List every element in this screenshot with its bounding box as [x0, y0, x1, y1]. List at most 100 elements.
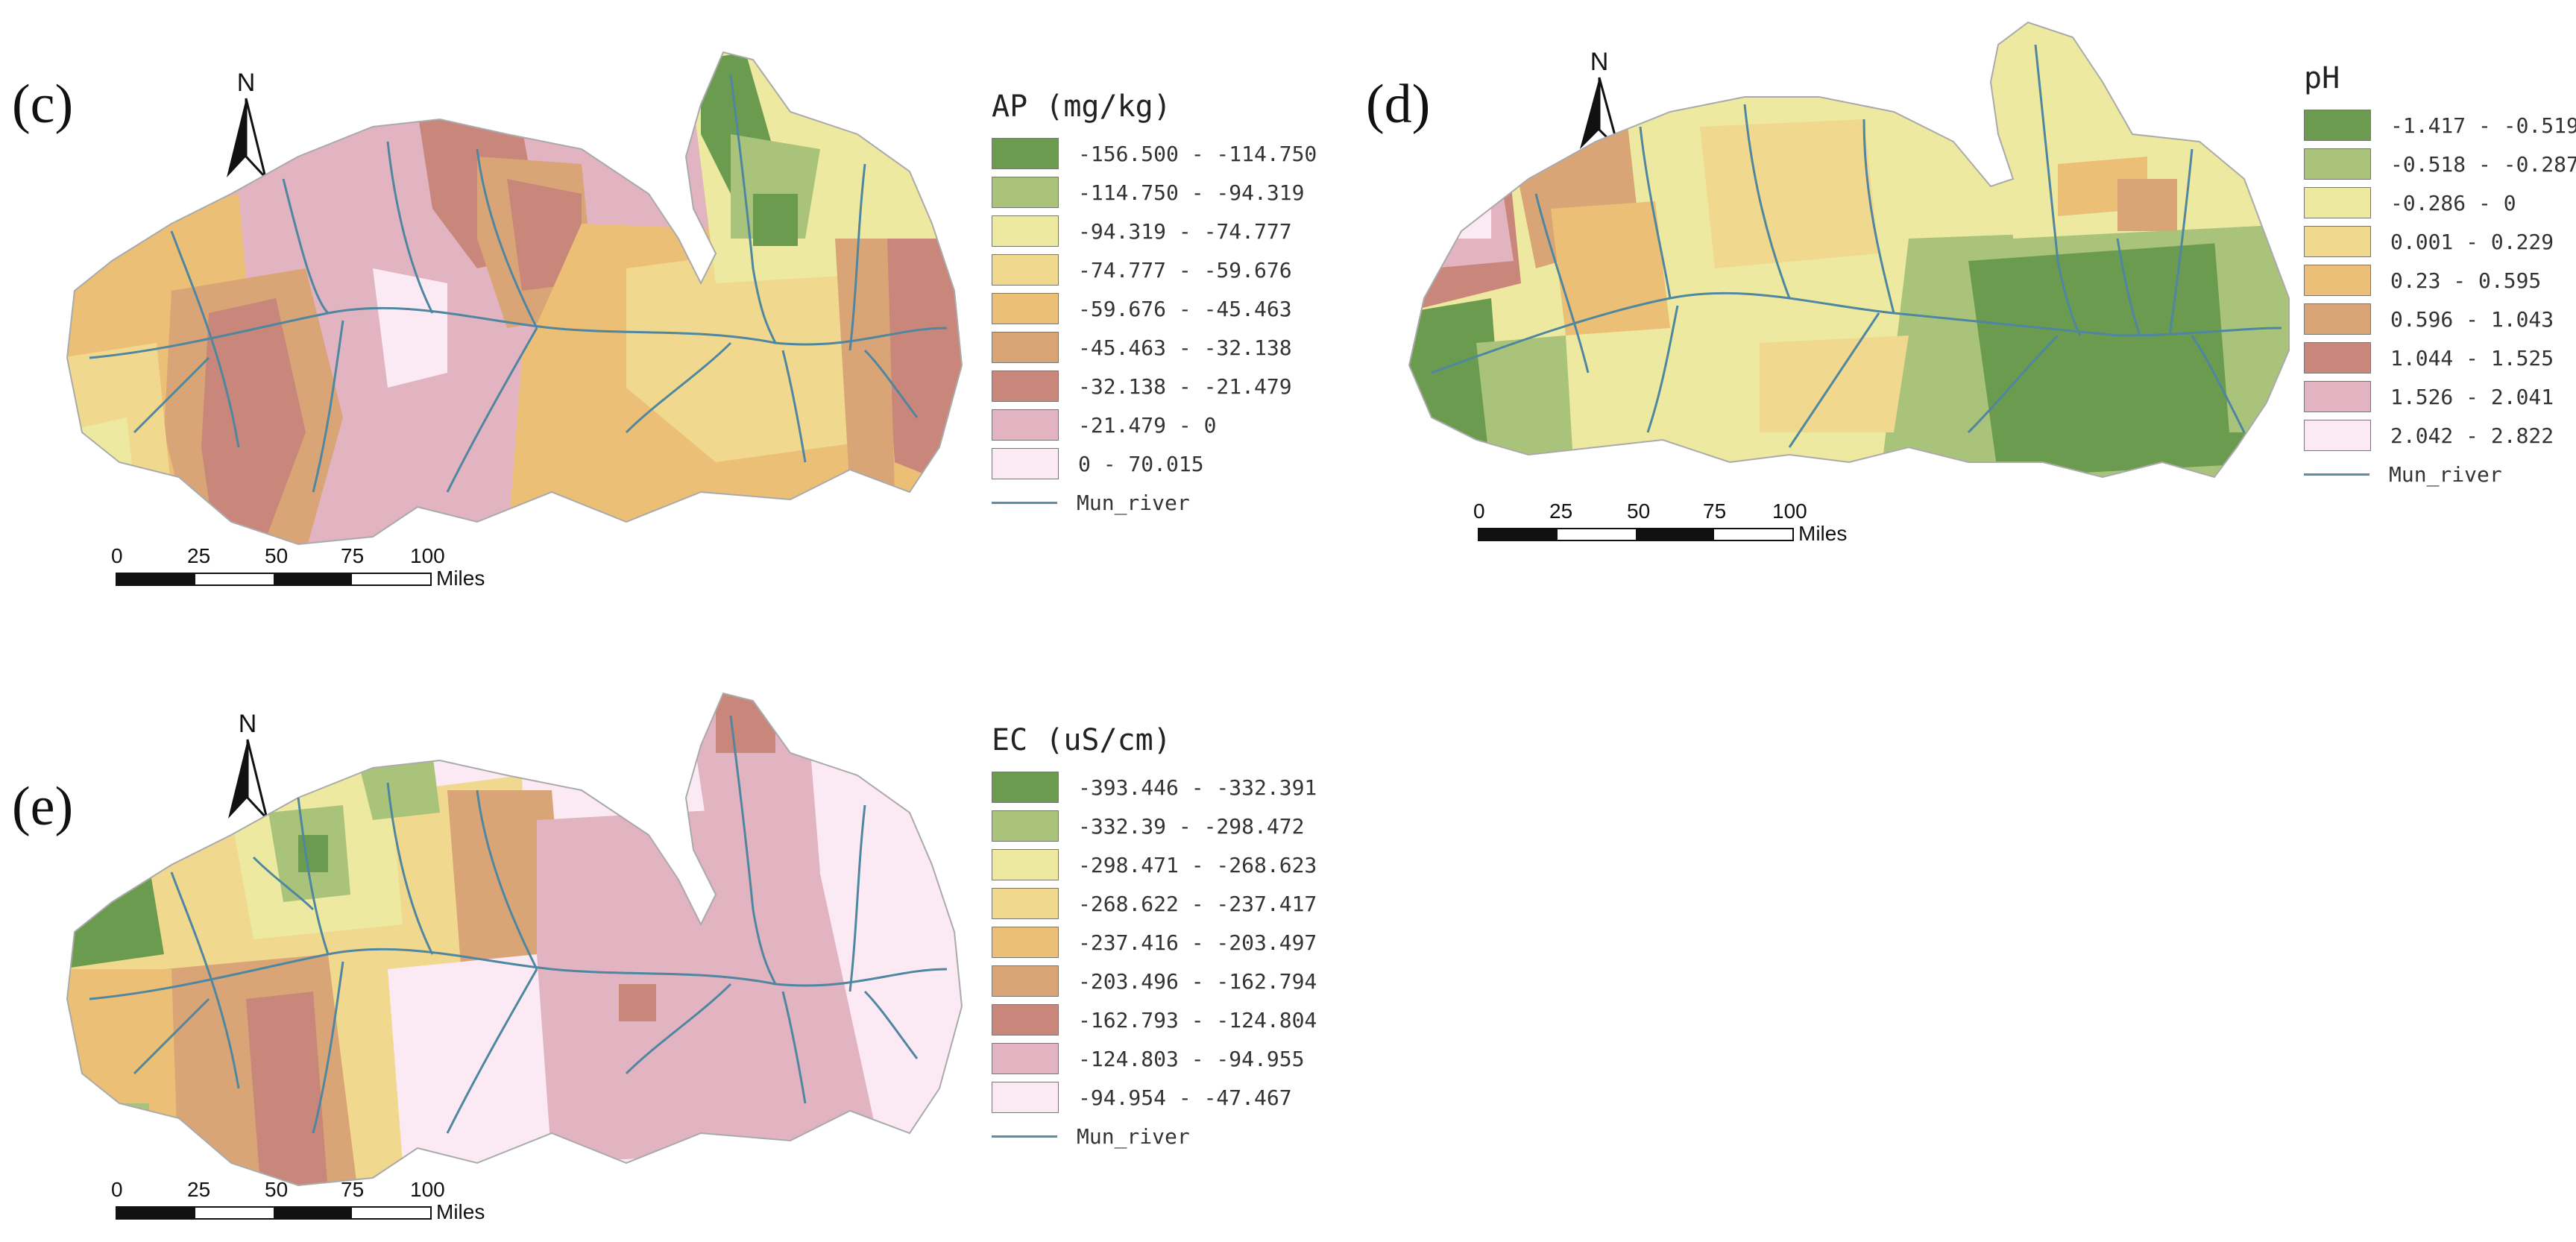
scale-tick: 50 [265, 1178, 289, 1201]
ap-map [66, 51, 963, 546]
legend-item: -268.622 - -237.417 [992, 884, 1317, 923]
legend-label: 0.001 - 0.229 [2390, 229, 2554, 254]
ph-map [1408, 21, 2290, 479]
legend-item: -0.286 - 0 [2304, 183, 2576, 222]
legend-item: -393.446 - -332.391 [992, 768, 1317, 807]
scale-tick: 25 [1549, 499, 1573, 523]
legend-item: -156.500 - -114.750 [992, 134, 1317, 173]
legend-swatch [2304, 148, 2371, 180]
legend-label: 0.596 - 1.043 [2390, 306, 2554, 332]
river-line-icon [2304, 473, 2369, 476]
legend-item: -298.471 - -268.623 [992, 845, 1317, 884]
legend-item: -45.463 - -32.138 [992, 328, 1317, 367]
legend-swatch [992, 1004, 1059, 1035]
legend-item: -237.416 - -203.497 [992, 923, 1317, 962]
river-network [89, 715, 948, 1134]
legend-label: -1.417 - -0.519 [2390, 113, 2576, 138]
legend-title: EC (uS/cm) [992, 723, 1171, 757]
panel-label: (d) [1366, 74, 1431, 135]
legend-item: -59.676 - -45.463 [992, 289, 1317, 328]
legend-label: -94.319 - -74.777 [1078, 218, 1292, 244]
legend-swatch [2304, 381, 2371, 412]
legend-label: 0 - 70.015 [1078, 451, 1204, 476]
legend-label: -74.777 - -59.676 [1078, 257, 1292, 283]
legend-label: 1.044 - 1.525 [2390, 345, 2554, 371]
legend-swatch [2304, 187, 2371, 218]
panel-label: (e) [12, 776, 74, 837]
scale-tick: 50 [1627, 499, 1651, 523]
legend-label: 2.042 - 2.822 [2390, 423, 2554, 448]
legend-swatch [2304, 110, 2371, 141]
legend-item: -94.319 - -74.777 [992, 212, 1317, 250]
legend-item: -332.39 - -298.472 [992, 807, 1317, 845]
legend-label: -156.500 - -114.750 [1078, 141, 1317, 166]
legend-swatch [992, 332, 1059, 363]
scale-tick: 100 [410, 1178, 445, 1201]
legend-item: -124.803 - -94.955 [992, 1039, 1317, 1078]
legend-item: 0.001 - 0.229 [2304, 222, 2576, 261]
scale-tick: 0 [111, 1178, 123, 1201]
scale-tick: 75 [341, 1178, 365, 1201]
scale-tick: 0 [111, 544, 123, 567]
scale-bar: 0 25 50 75 100 Miles [111, 544, 533, 604]
north-label: N [1590, 48, 1609, 76]
panel-d: (d) N [1342, 0, 2576, 619]
scale-tick: 100 [410, 544, 445, 567]
legend-swatch [992, 448, 1059, 479]
legend-swatch [992, 1043, 1059, 1074]
legend-swatch [992, 927, 1059, 958]
legend-title: AP (mg/kg) [992, 89, 1171, 124]
legend-swatch [992, 138, 1059, 169]
legend-label: -298.471 - -268.623 [1078, 852, 1317, 877]
legend-swatch [992, 965, 1059, 997]
legend-label: -59.676 - -45.463 [1078, 296, 1292, 321]
legend-swatch [992, 810, 1059, 842]
scale-tick: 75 [341, 544, 365, 567]
legend-item: 1.526 - 2.041 [2304, 377, 2576, 416]
legend-label: -0.286 - 0 [2390, 190, 2516, 215]
river-line-icon [992, 501, 1057, 504]
scale-unit: Miles [1798, 522, 1848, 545]
legend-swatch [992, 409, 1059, 441]
north-arrow-icon: N [228, 710, 269, 823]
legend-label: -94.954 - -47.467 [1078, 1085, 1292, 1110]
legend: AP (mg/kg) -156.500 - -114.750 -114.750 … [992, 89, 1317, 522]
legend-label: -114.750 - -94.319 [1078, 180, 1305, 205]
legend-item: -32.138 - -21.479 [992, 367, 1317, 406]
scale-tick: 100 [1772, 499, 1807, 523]
legend-item: -114.750 - -94.319 [992, 173, 1317, 212]
legend-item: 0.596 - 1.043 [2304, 300, 2576, 338]
legend-label: -45.463 - -32.138 [1078, 335, 1292, 360]
legend-item: 2.042 - 2.822 [2304, 416, 2576, 455]
legend-item-river: Mun_river [992, 483, 1317, 522]
legend-label: Mun_river [2389, 461, 2502, 487]
legend-label: -237.416 - -203.497 [1078, 930, 1317, 955]
north-arrow-icon: N [227, 69, 268, 182]
legend-label: 1.526 - 2.041 [2390, 384, 2554, 409]
legend-swatch [992, 371, 1059, 402]
legend-label: -203.496 - -162.794 [1078, 968, 1317, 994]
river-line-icon [992, 1135, 1057, 1138]
legend-swatch [992, 849, 1059, 880]
legend-swatch [992, 177, 1059, 208]
legend-item: -1.417 - -0.519 [2304, 106, 2576, 145]
legend-item-river: Mun_river [2304, 455, 2576, 494]
legend: pH -1.417 - -0.519 -0.518 - -0.287 -0.28… [2304, 61, 2576, 494]
legend: EC (uS/cm) -393.446 - -332.391 -332.39 -… [992, 723, 1317, 1156]
scale-tick: 75 [1703, 499, 1727, 523]
legend-label: Mun_river [1077, 490, 1190, 515]
scale-tick: 25 [187, 544, 211, 567]
legend-title: pH [2304, 61, 2340, 95]
north-label: N [237, 69, 256, 97]
scale-tick: 0 [1473, 499, 1485, 523]
panel-label: (c) [12, 74, 74, 135]
scale-bar: 0 25 50 75 100 Miles [111, 1178, 533, 1238]
legend-swatch [992, 293, 1059, 324]
legend-label: -332.39 - -298.472 [1078, 813, 1305, 839]
legend-item: 0 - 70.015 [992, 444, 1317, 483]
legend-label: -393.446 - -332.391 [1078, 775, 1317, 800]
scale-unit: Miles [436, 1200, 485, 1223]
legend-item: -0.518 - -0.287 [2304, 145, 2576, 183]
legend-item: -162.793 - -124.804 [992, 1000, 1317, 1039]
legend-swatch [2304, 265, 2371, 296]
